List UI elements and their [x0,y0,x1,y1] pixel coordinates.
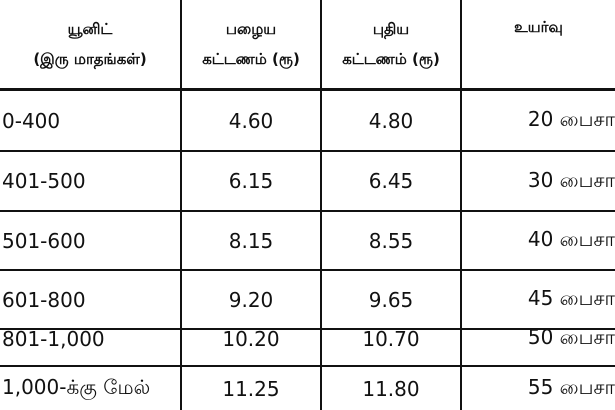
header-new-line2: கட்டணம் (ரூ) [342,50,440,68]
header-units-line1: யூனிட் [67,20,113,38]
row-divider [0,210,615,212]
row-divider [0,365,615,367]
row-2-units: 401-500 [2,169,86,193]
row-2-old: 6.15 [228,169,274,193]
row-divider [0,150,615,152]
row-5-increase: 50 பைசா [527,325,615,349]
row-5-old: 10.20 [222,326,280,351]
row-4-old: 9.20 [228,287,274,312]
header-units: யூனிட் (இரு மாதங்கள்) [0,0,180,88]
column-divider [320,0,322,410]
row-3-units: 501-600 [2,228,86,253]
row-6-increase: 55 பைசா [527,375,615,399]
row-2-new: 6.45 [368,169,414,193]
row-divider [0,269,615,271]
header-increase-label: உயர்வு [514,18,563,36]
header-new-line1: புதிய [372,20,410,38]
row-3-new: 8.55 [368,228,414,253]
row-6-units: 1,000-க்கு மேல் [2,375,151,399]
row-3-increase: 40 பைசா [527,227,615,251]
row-divider [0,328,615,330]
column-divider [180,0,182,410]
header-old-line2: கட்டணம் (ரூ) [202,50,300,68]
row-1-increase: 20 பைசா [527,107,615,131]
row-4-new: 9.65 [368,287,414,312]
row-5-units: 801-1,000 [2,326,105,351]
row-1-old: 4.60 [228,108,274,133]
header-increase: உயர்வு [462,0,615,88]
header-units-line2: (இரு மாதங்கள்) [33,50,147,68]
header-new-rate: புதிய கட்டணம் (ரூ) [322,0,460,88]
header-divider [0,88,615,91]
row-1-units: 0-400 [2,108,61,133]
row-2-increase: 30 பைசா [527,167,615,192]
row-4-increase: 45 பைசா [527,286,615,310]
column-divider [460,0,462,410]
header-old-line1: பழைய [225,20,277,38]
header-old-rate: பழைய கட்டணம் (ரூ) [182,0,320,88]
row-3-old: 8.15 [228,228,274,253]
row-5-new: 10.70 [362,326,420,351]
row-6-new: 11.80 [362,376,420,401]
row-1-new: 4.80 [368,108,414,133]
row-4-units: 601-800 [2,287,86,312]
row-6-old: 11.25 [222,376,280,401]
